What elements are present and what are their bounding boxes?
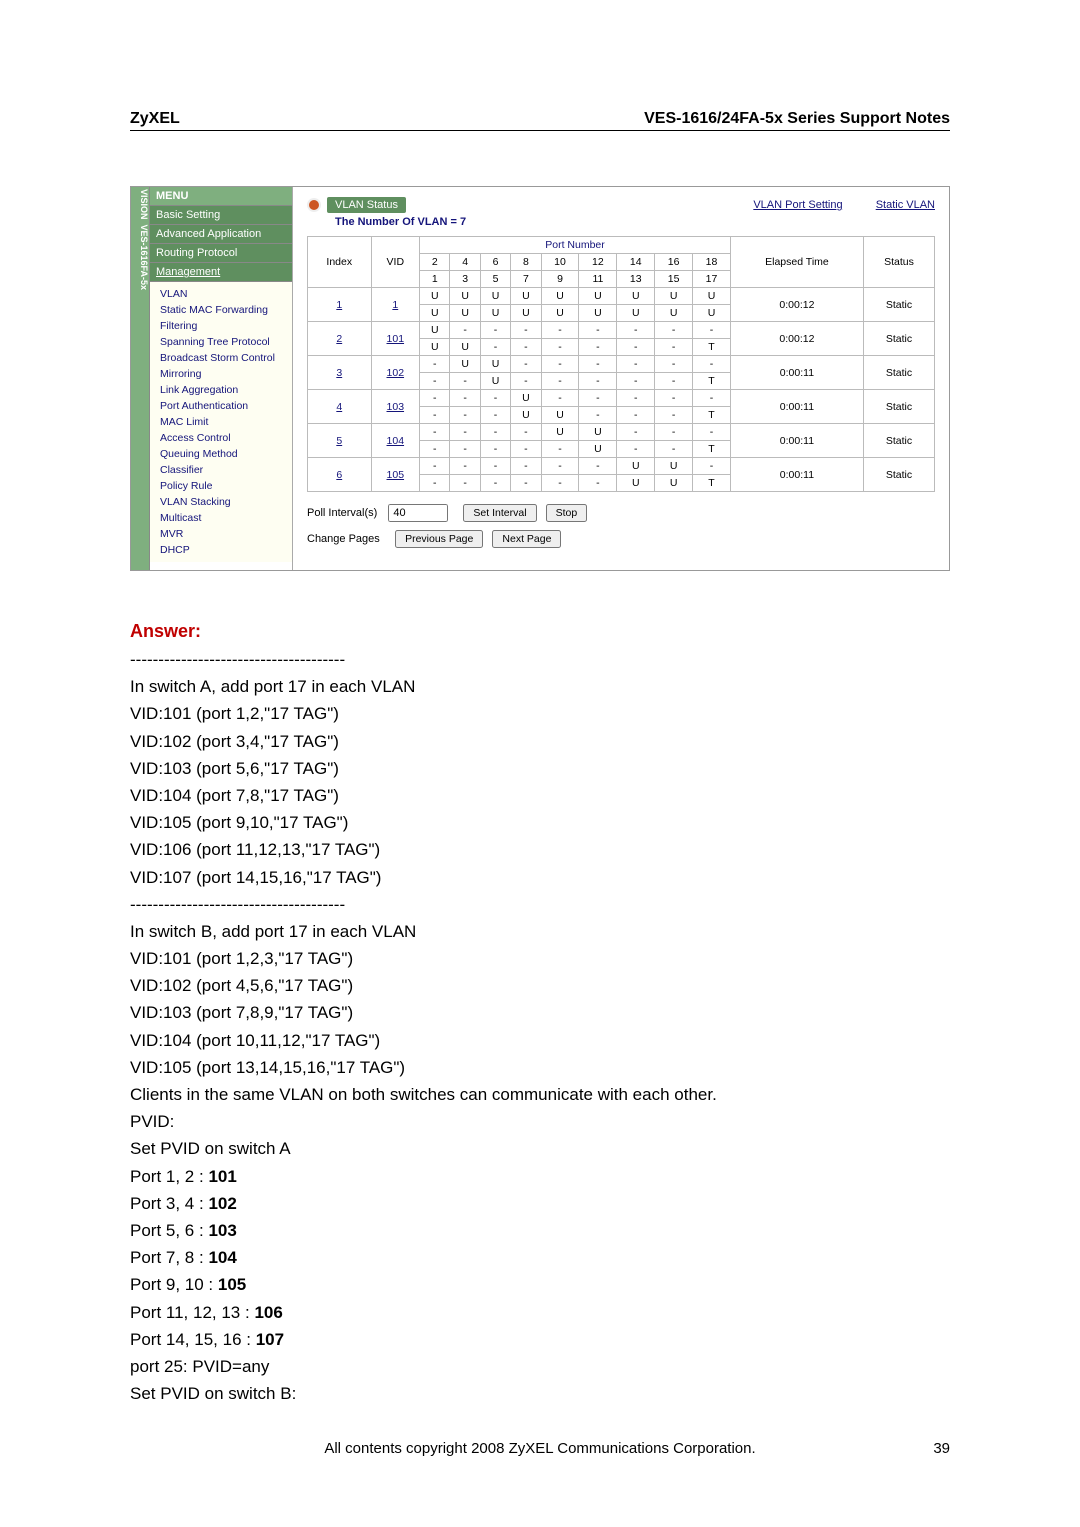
sidebar-item[interactable]: Link Aggregation [150,382,292,398]
page-number: 39 [933,1440,950,1457]
vlan-index[interactable]: 2 [308,322,372,356]
menu-section[interactable]: Management [150,263,292,282]
sidebar-item[interactable]: VLAN [150,286,292,302]
sidebar-item[interactable]: Multicast [150,510,292,526]
vlan-vid[interactable]: 104 [371,424,420,458]
vlan-table: Index VID Port Number Elapsed Time Statu… [307,236,935,492]
menu-section[interactable]: Advanced Application [150,225,292,244]
sidebar-item[interactable]: DHCP [150,542,292,558]
sidebar-item[interactable]: Spanning Tree Protocol [150,334,292,350]
product-badge: VISION VES-1616FA-5x [131,187,150,570]
answer-body: --------------------------------------In… [130,646,950,1407]
sidebar-item[interactable]: MVR [150,526,292,542]
vlan-vid[interactable]: 105 [371,458,420,492]
link-static-vlan[interactable]: Static VLAN [876,199,935,211]
vlan-vid[interactable]: 1 [371,288,420,322]
poll-label: Poll Interval(s) [307,507,377,519]
col-vid: VID [371,237,420,288]
vlan-index[interactable]: 4 [308,390,372,424]
sidebar-item[interactable]: Access Control [150,430,292,446]
sidebar-item[interactable]: Filtering [150,318,292,334]
footer-text: All contents copyright 2008 ZyXEL Commun… [324,1440,755,1457]
col-index: Index [308,237,372,288]
prev-page-button[interactable]: Previous Page [395,530,483,548]
hdr-left: ZyXEL [130,110,180,128]
vlan-count: The Number Of VLAN = 7 [335,216,935,228]
menu-section[interactable]: Routing Protocol [150,244,292,263]
sidebar-item[interactable]: Policy Rule [150,478,292,494]
tab-vlan-status: VLAN Status [327,197,406,213]
vlan-vid[interactable]: 103 [371,390,420,424]
menu-section[interactable]: Basic Setting [150,206,292,225]
menu-title: MENU [150,187,292,206]
screenshot: VISION VES-1616FA-5x MENU Basic SettingA… [130,186,950,571]
sidebar-item[interactable]: Port Authentication [150,398,292,414]
sidebar-item[interactable]: MAC Limit [150,414,292,430]
col-status: Status [863,237,934,288]
link-vlan-port[interactable]: VLAN Port Setting [753,199,842,211]
vlan-index[interactable]: 1 [308,288,372,322]
poll-input[interactable] [388,504,448,522]
col-elapsed: Elapsed Time [730,237,863,288]
change-pages-label: Change Pages [307,533,380,545]
sidebar-item[interactable]: Mirroring [150,366,292,382]
sidebar-item[interactable]: Static MAC Forwarding [150,302,292,318]
sidebar: MENU Basic SettingAdvanced ApplicationRo… [150,187,293,570]
answer-heading: Answer: [130,621,950,642]
vlan-vid[interactable]: 101 [371,322,420,356]
vlan-index[interactable]: 5 [308,424,372,458]
hdr-right: VES-1616/24FA-5x Series Support Notes [644,110,950,128]
sidebar-item[interactable]: Queuing Method [150,446,292,462]
vlan-index[interactable]: 6 [308,458,372,492]
next-page-button[interactable]: Next Page [492,530,561,548]
sidebar-item[interactable]: Classifier [150,462,292,478]
col-port: Port Number [420,237,731,254]
bullet-icon [307,198,321,212]
sidebar-item[interactable]: Broadcast Storm Control [150,350,292,366]
sidebar-item[interactable]: VLAN Stacking [150,494,292,510]
vlan-index[interactable]: 3 [308,356,372,390]
stop-button[interactable]: Stop [546,504,588,522]
set-interval-button[interactable]: Set Interval [463,504,536,522]
vlan-vid[interactable]: 102 [371,356,420,390]
